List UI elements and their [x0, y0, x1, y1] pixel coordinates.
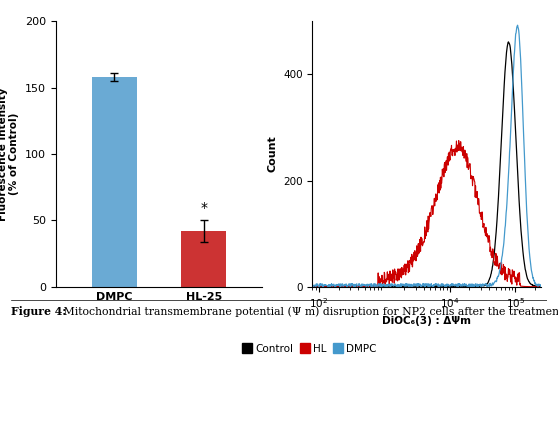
Legend: Control, HL, DMPC: Control, HL, DMPC: [238, 340, 381, 358]
Text: Mitochondrial transmembrane potential (Ψ m) disruption for NP2 cells after the t: Mitochondrial transmembrane potential (Ψ…: [60, 306, 558, 317]
Bar: [92, 77, 137, 287]
X-axis label: DiOC₆(3) : ΔΨm: DiOC₆(3) : ΔΨm: [382, 316, 472, 326]
Bar: [181, 231, 227, 287]
Y-axis label: Fluorescence intensity
(% of Control): Fluorescence intensity (% of Control): [0, 87, 20, 221]
Text: *: *: [200, 201, 208, 215]
Text: Figure 4:: Figure 4:: [11, 306, 66, 317]
Y-axis label: Count: Count: [268, 136, 277, 172]
